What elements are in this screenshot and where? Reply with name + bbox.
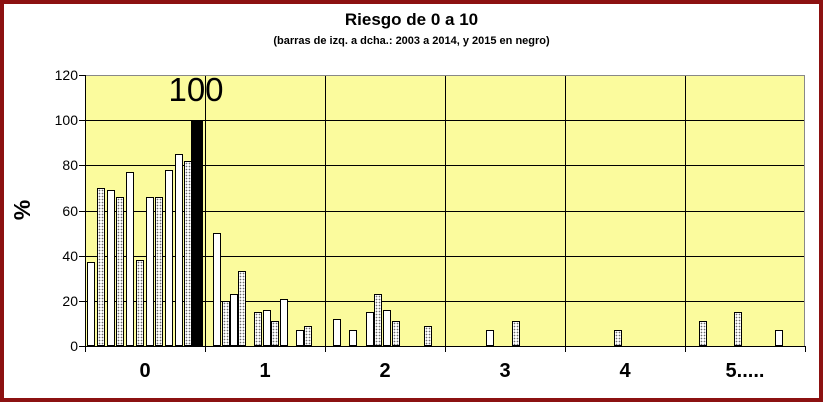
bar — [191, 120, 203, 346]
y-tick-mark — [79, 211, 85, 212]
bar — [213, 233, 221, 346]
gridline-vertical — [565, 75, 566, 347]
y-tick-label: 40 — [62, 248, 78, 264]
bar — [87, 262, 95, 346]
plot-area — [85, 75, 805, 347]
bar — [155, 197, 163, 346]
y-tick-mark — [79, 301, 85, 302]
bar — [175, 154, 183, 346]
bar — [263, 310, 271, 346]
bar — [349, 330, 357, 346]
bar — [280, 299, 288, 346]
x-axis-label: 0 — [139, 360, 151, 382]
bar — [512, 321, 520, 346]
x-tick-mark — [565, 346, 566, 352]
bar — [254, 312, 262, 346]
bar — [107, 190, 115, 346]
plot-border-right — [804, 75, 805, 347]
bar — [699, 321, 707, 346]
y-tick-mark — [79, 165, 85, 166]
bar — [734, 312, 742, 346]
bar — [366, 312, 374, 346]
bar — [392, 321, 400, 346]
x-axis-label: 5..... — [725, 360, 765, 382]
y-tick-label: 100 — [54, 112, 78, 128]
y-tick-mark — [79, 256, 85, 257]
bar — [136, 260, 144, 346]
bar — [304, 326, 312, 346]
bar — [126, 172, 134, 346]
bar — [238, 271, 246, 346]
x-tick-mark — [205, 346, 206, 352]
chart-title: Riesgo de 0 a 10 — [344, 10, 479, 29]
bar — [116, 197, 124, 346]
chart-subtitle: (barras de izq. a dcha.: 2003 a 2014, y … — [273, 35, 550, 47]
bar — [296, 330, 304, 346]
gridline-vertical — [685, 75, 686, 347]
x-axis-label: 4 — [619, 360, 631, 382]
x-axis-label: 2 — [379, 360, 391, 382]
x-tick-mark — [805, 346, 806, 352]
bar — [383, 310, 391, 346]
bar — [775, 330, 783, 346]
x-tick-mark — [85, 346, 86, 352]
bar — [374, 294, 382, 346]
y-tick-mark — [79, 120, 85, 121]
gridline-vertical — [325, 75, 326, 347]
y-tick-mark — [79, 346, 85, 347]
gridline-vertical — [205, 75, 206, 347]
bar — [222, 301, 230, 346]
bar — [333, 319, 341, 346]
x-tick-mark — [685, 346, 686, 352]
y-tick-label: 20 — [62, 293, 78, 309]
bar — [97, 188, 105, 346]
y-tick-mark — [79, 75, 85, 76]
bar — [146, 197, 154, 346]
gridline-vertical — [445, 75, 446, 347]
x-tick-mark — [325, 346, 326, 352]
bar — [614, 330, 622, 346]
y-axis-line — [85, 75, 86, 347]
bar — [230, 294, 238, 346]
x-axis-label: 1 — [259, 360, 271, 382]
y-tick-label: 60 — [62, 203, 78, 219]
bar — [486, 330, 494, 346]
y-tick-label: 80 — [62, 157, 78, 173]
value-annotation-100: 100 — [168, 71, 224, 108]
bar — [424, 326, 432, 346]
bar — [165, 170, 173, 346]
y-tick-label: 120 — [54, 67, 78, 83]
plot-border-top — [85, 75, 805, 76]
x-tick-mark — [445, 346, 446, 352]
bar — [271, 321, 279, 346]
y-tick-label: 0 — [70, 338, 78, 354]
x-axis-label: 3 — [499, 360, 511, 382]
